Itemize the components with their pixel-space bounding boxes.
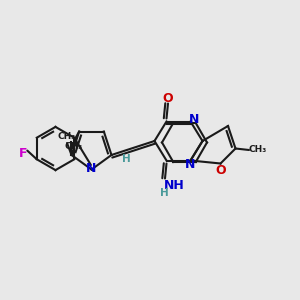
Text: NH: NH	[164, 178, 184, 192]
Text: F: F	[19, 146, 28, 160]
Text: H: H	[160, 188, 169, 199]
Text: N: N	[185, 158, 196, 172]
Text: H: H	[122, 154, 131, 164]
Text: CH₃: CH₃	[58, 132, 76, 141]
Text: O: O	[216, 164, 226, 177]
Text: N: N	[86, 161, 97, 175]
Text: CH₃: CH₃	[249, 146, 267, 154]
Text: N: N	[189, 112, 199, 126]
Text: CH₃: CH₃	[64, 142, 82, 151]
Text: O: O	[163, 92, 173, 105]
